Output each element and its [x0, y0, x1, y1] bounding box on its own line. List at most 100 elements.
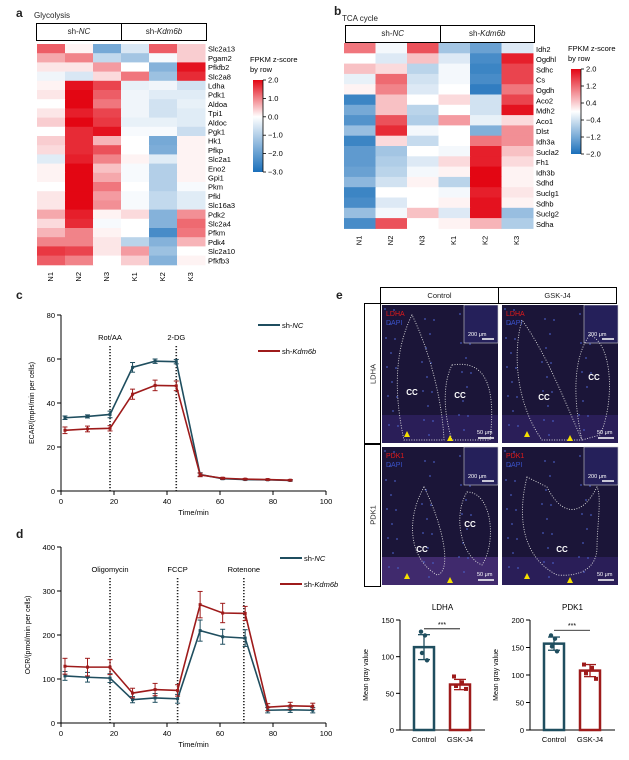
- heatmap-cell: [93, 99, 122, 109]
- heatmap-cell: [121, 90, 150, 100]
- heatmap-cell: [470, 197, 502, 209]
- cc-region-label: CC: [538, 393, 550, 402]
- heatmap-cell: [37, 90, 66, 100]
- dapi-nucleus: [421, 361, 423, 363]
- yellow-arrowhead: [447, 435, 453, 441]
- heatmap-cell: [93, 182, 122, 192]
- group-prefix: sh-: [67, 27, 79, 36]
- dapi-nucleus: [586, 386, 588, 388]
- gene-label: Suclg2: [536, 210, 559, 219]
- heatmap-cell: [93, 228, 122, 238]
- x-tick-label: 80: [269, 497, 277, 506]
- heatmap-cell: [93, 62, 122, 73]
- heatmap-cell: [65, 255, 94, 266]
- heatmap-cell: [121, 237, 150, 247]
- heatmap-cell: [177, 154, 206, 165]
- heatmap-cell: [407, 94, 439, 106]
- group-name: Kdm6b: [480, 29, 506, 38]
- stain-label: LDHA: [506, 311, 525, 318]
- injection-label: FCCP: [167, 565, 187, 574]
- gene-label: Sdhb: [536, 199, 554, 208]
- dapi-nucleus: [432, 420, 434, 422]
- y-tick-label: 200: [42, 631, 55, 640]
- dapi-nucleus: [582, 542, 584, 544]
- heatmap-cell: [344, 207, 376, 219]
- x-tick-label: Control: [542, 735, 567, 744]
- stain-label: PDK1: [386, 453, 404, 460]
- heatmap-cell: [121, 136, 150, 146]
- heatmap-cell: [177, 136, 206, 146]
- data-point: [86, 414, 89, 418]
- data-point: [131, 365, 135, 369]
- heatmap-cell: [438, 94, 471, 106]
- colorbar-tick-label: −2.0: [268, 149, 283, 158]
- panel-letter-c: c: [16, 288, 23, 302]
- heatmap-cell: [121, 163, 150, 174]
- heatmap-cell: [37, 237, 66, 247]
- gene-label: Eno2: [208, 164, 226, 173]
- heatmap-cell: [37, 108, 66, 119]
- heatmap-cell: [177, 71, 206, 82]
- x-tick-label: GSK-J4: [577, 735, 603, 744]
- dapi-nucleus: [590, 514, 592, 516]
- heatmap-cell: [501, 197, 534, 209]
- heatmap-cell: [37, 117, 66, 128]
- heatmap-cell: [344, 176, 376, 188]
- dapi-nucleus: [549, 475, 551, 477]
- heatmap-cell: [65, 228, 94, 238]
- dapi-nucleus: [550, 362, 552, 364]
- y-tick-label: 0: [520, 726, 524, 735]
- gene-label: Cs: [536, 76, 545, 85]
- dapi-nucleus: [541, 361, 543, 363]
- heatmap-cell: [149, 80, 178, 91]
- dapi-nucleus: [543, 561, 545, 563]
- gene-label: Sucla2: [536, 148, 559, 157]
- heatmap-cell: [149, 145, 178, 155]
- heatmap-cell: [65, 99, 94, 109]
- heatmap-cell: [407, 43, 439, 54]
- dapi-nucleus: [508, 566, 510, 568]
- heatmap-cell: [375, 53, 408, 65]
- cc-region-label: CC: [416, 545, 428, 554]
- heatmap-cell: [407, 166, 439, 178]
- dapi-nucleus: [397, 567, 399, 569]
- dapi-nucleus: [387, 537, 389, 539]
- dapi-nucleus: [391, 381, 393, 383]
- heatmap-cell: [438, 73, 471, 85]
- dapi-nucleus: [511, 381, 513, 383]
- dapi-nucleus: [421, 503, 423, 505]
- gene-label: Sdhc: [536, 65, 553, 74]
- heatmap-cell: [121, 209, 150, 220]
- column-label: N1: [355, 236, 364, 246]
- heatmap-cell: [37, 246, 66, 257]
- bar-chart-title: LDHA: [432, 603, 454, 612]
- scale-label: 50 μm: [477, 572, 493, 578]
- dapi-nucleus: [459, 455, 461, 457]
- heatmap-cell: [177, 44, 206, 54]
- gene-label: Slc2a13: [208, 45, 235, 54]
- data-point: [311, 708, 315, 712]
- gene-label: Idh3b: [536, 168, 555, 177]
- data-point: [452, 674, 456, 679]
- dapi-nucleus: [585, 357, 587, 359]
- y-tick-label: 150: [381, 616, 394, 625]
- dapi-nucleus: [462, 400, 464, 402]
- dapi-nucleus: [390, 352, 392, 354]
- dapi-nucleus: [510, 494, 512, 496]
- ldha-bar-chart: LDHA 0 50 100 150 Mean gray value Control GSK-J…: [363, 603, 485, 744]
- data-point: [174, 384, 178, 388]
- y-tick-label: 100: [42, 675, 55, 684]
- heatmap-cell: [93, 172, 122, 183]
- dapi-nucleus: [426, 518, 428, 520]
- heatmap-cell: [149, 117, 178, 128]
- heatmap-cell: [37, 53, 66, 63]
- legend-label: sh-Kdm6b: [282, 347, 316, 356]
- inset-scale-label: 200 μm: [468, 332, 487, 338]
- heatmap-cell: [177, 80, 206, 91]
- legend-name: Kdm6b: [314, 580, 338, 589]
- gene-label: Pfkm: [208, 229, 225, 238]
- data-point: [590, 665, 594, 670]
- heatmap-cell: [37, 62, 66, 73]
- y-tick-label: 50: [516, 699, 524, 708]
- dapi-nucleus: [385, 479, 387, 481]
